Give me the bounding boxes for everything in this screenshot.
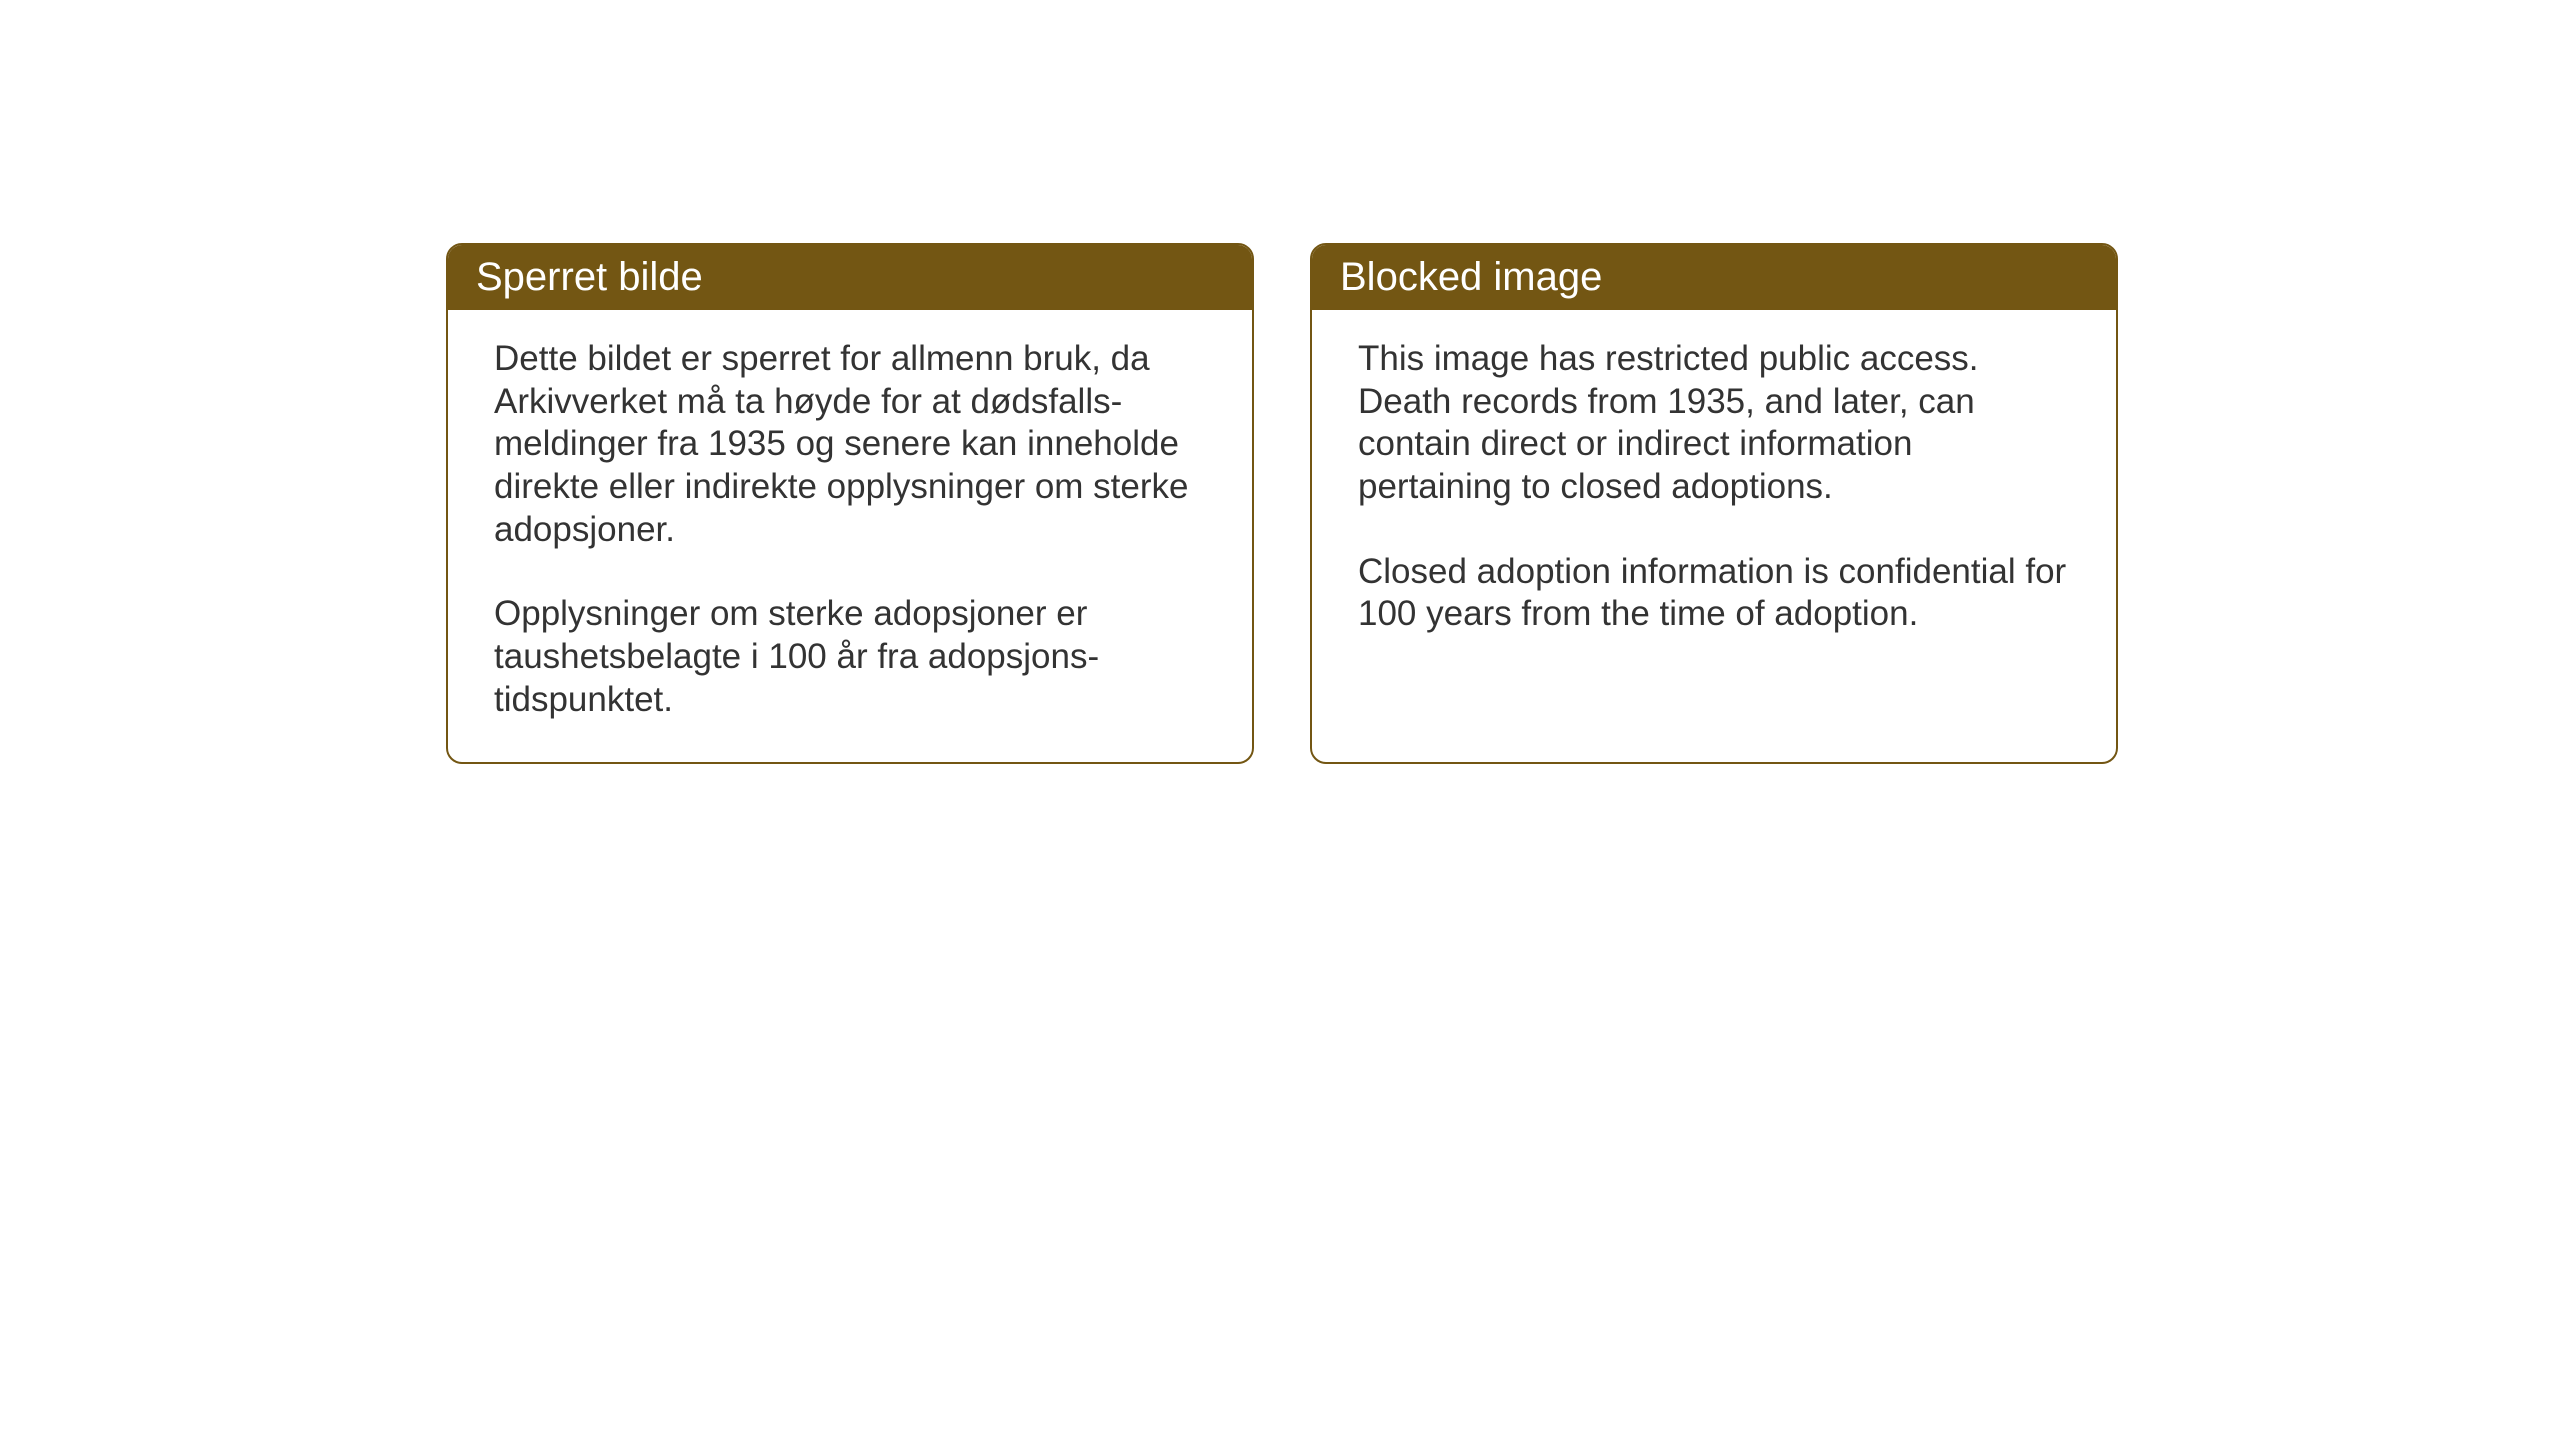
card-title-norwegian: Sperret bilde — [476, 255, 703, 299]
notice-container: Sperret bilde Dette bildet er sperret fo… — [446, 243, 2118, 764]
card-paragraph-1-norwegian: Dette bildet er sperret for allmenn bruk… — [494, 338, 1206, 551]
notice-card-english: Blocked image This image has restricted … — [1310, 243, 2118, 764]
card-header-english: Blocked image — [1312, 245, 2116, 310]
card-body-english: This image has restricted public access.… — [1312, 310, 2116, 740]
card-title-english: Blocked image — [1340, 255, 1602, 299]
card-header-norwegian: Sperret bilde — [448, 245, 1252, 310]
card-body-norwegian: Dette bildet er sperret for allmenn bruk… — [448, 310, 1252, 762]
card-paragraph-2-english: Closed adoption information is confident… — [1358, 551, 2070, 636]
notice-card-norwegian: Sperret bilde Dette bildet er sperret fo… — [446, 243, 1254, 764]
card-paragraph-1-english: This image has restricted public access.… — [1358, 338, 2070, 509]
card-paragraph-2-norwegian: Opplysninger om sterke adopsjoner er tau… — [494, 593, 1206, 721]
